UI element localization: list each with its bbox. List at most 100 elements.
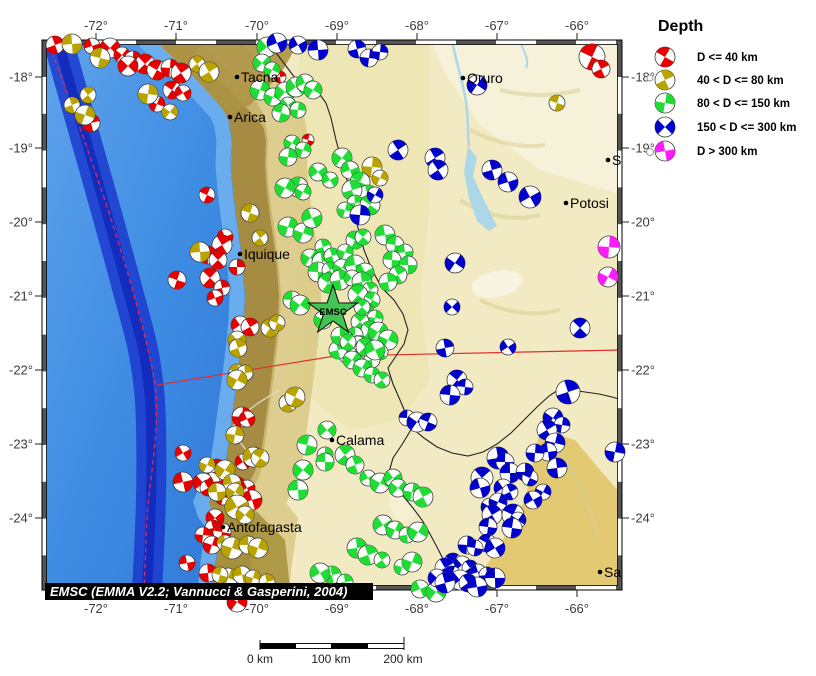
legend-entry: 150 < D <= 300 km [654,116,796,138]
city-label: Potosi [570,195,609,211]
beachball-g [271,103,291,123]
lon-label: -69° [325,601,349,616]
beachball-b [553,416,571,434]
beachball-g [336,243,354,261]
frame-dash [617,261,622,298]
beachball-m [597,235,621,259]
beachball-g [364,339,386,361]
frame-dash [42,187,47,225]
beachball-b [555,379,581,405]
beachball-b [456,378,474,396]
beachball-b [546,457,568,479]
beachball-b [466,74,488,96]
frame-dash [42,408,47,445]
frame-dash [376,585,416,590]
lon-label: -71° [164,601,188,616]
lat-label: -22° [631,363,655,378]
beachball-r [172,471,194,493]
beachball-o [240,203,260,223]
beachball-o [198,456,216,474]
beachball-b [569,317,591,339]
frame-dash [617,481,622,519]
lon-label: -68° [405,18,429,33]
beachball-g [296,434,318,456]
beachball-g [321,171,339,189]
frame-left [42,40,47,590]
shelf-strip [138,40,245,590]
city-labels: Tacna Arica Iquique Calama Antofagasta Oruro P… [220,69,621,580]
lat-label: -22° [9,363,33,378]
beachball-b [427,159,449,181]
beachball-r [174,444,192,462]
beachball-b [439,384,461,406]
lon-label: -70° [245,601,269,616]
lon-label: -68° [405,601,429,616]
beachball-g [289,294,311,316]
lake-poopo [464,146,497,231]
beachball-g [292,222,314,244]
frame-dash [456,40,496,45]
city-dot [227,114,233,120]
legend-entry-label: D > 300 km [697,146,757,158]
beachball-g [401,551,423,573]
beachball-o [268,314,286,332]
beachball-r [591,59,611,79]
beachball-o [251,229,269,247]
city-label: Tacna [241,69,279,85]
beachball-b [523,490,543,510]
beachball-b [349,204,371,226]
beachball-b [434,572,456,594]
beachball-g [412,486,434,508]
beachball-b [525,443,545,463]
city-dot [597,569,603,575]
star-label: EMSC [319,307,347,318]
axis-labels: -72° -72° -71° -71° -70° -70° -69° -69° -68° -68°… [9,18,655,616]
scalebar-seg1 [260,643,296,649]
beachball-r [170,62,192,84]
beachball-g [357,544,379,566]
lon-label: -71° [164,18,188,33]
city-dot [460,75,466,81]
beachball-o [284,386,306,408]
beachball-b [481,159,503,181]
beachball-o [89,47,111,69]
lon-label: -70° [245,18,269,33]
city-s: S [605,152,621,168]
lon-label: -72° [84,601,108,616]
beachball-b [469,477,491,499]
beachball-r [206,289,224,307]
beachball-o [226,369,248,391]
beachball-o [63,96,81,114]
beachball-r [198,186,216,204]
legend-entry: D <= 40 km [654,46,758,68]
lat-label: -20° [631,215,655,230]
beachball-r [178,554,196,572]
beachball-o [79,86,97,104]
city-dot [237,251,243,257]
legend-beachball-icon [654,92,676,114]
beachball-r [238,410,256,428]
lon-label: -67° [485,601,509,616]
beachball-r [174,84,192,102]
lat-label: -19° [9,141,33,156]
beachball-o [247,537,269,559]
city-label: S [612,152,621,168]
beachball-b [443,298,461,316]
river-desaguadero [450,40,471,147]
beachball-b [604,441,626,463]
beachball-o [228,338,248,358]
beachball-g [301,207,323,229]
border-bolivia-argentina [411,387,622,457]
beachball-b [435,338,455,358]
legend-entry-label: 150 < D <= 300 km [697,122,796,134]
beachball-g [294,183,312,201]
legend-entry-label: 80 < D <= 150 km [697,98,790,110]
legend-entry: D > 300 km [654,140,757,162]
beachball-g [410,579,430,599]
lon-label: -72° [84,18,108,33]
beachball-b [387,139,409,161]
legend-beachball-icon [654,140,676,162]
city-label: Antofagasta [227,519,302,535]
beachball-o [548,94,566,112]
frame-dash [42,555,47,590]
